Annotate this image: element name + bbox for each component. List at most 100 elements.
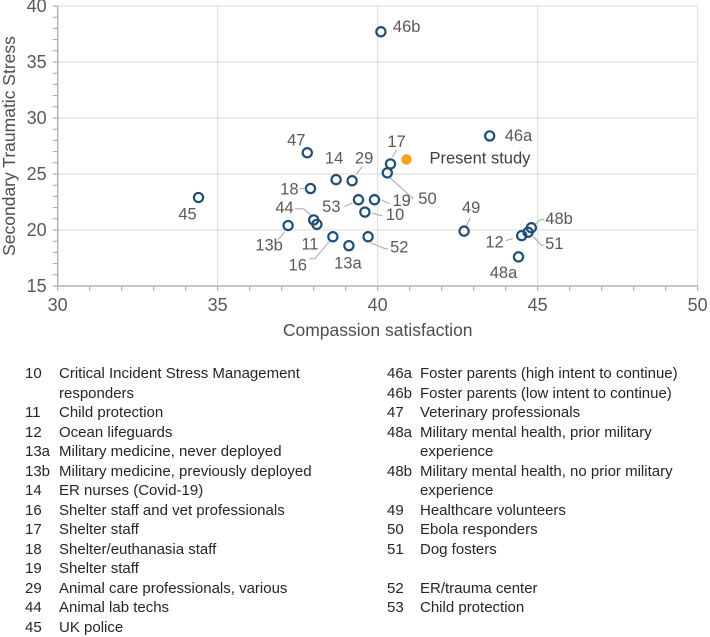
legend-item-label: Ocean lifeguards (59, 423, 345, 443)
point-label-48a: 48a (490, 264, 518, 282)
legend-item-number: 29 (25, 579, 59, 599)
leader-line-49 (466, 218, 470, 226)
legend-item-number: 10 (25, 364, 59, 403)
point-label-46a: 46a (505, 127, 533, 145)
point-label-12: 12 (485, 234, 503, 252)
legend-item-label: Veterinary professionals (420, 403, 710, 423)
leader-line-17 (393, 150, 397, 157)
legend-item-label: Military medicine, never deployed (59, 442, 345, 462)
legend-item-number: 13a (25, 442, 59, 462)
data-point-18 (306, 184, 315, 193)
legend-item-number: 53 (387, 598, 420, 618)
point-label-17: 17 (387, 133, 405, 151)
legend-item-number: 44 (25, 598, 59, 618)
data-point-17 (386, 159, 395, 168)
legend-item-number: 52 (387, 579, 420, 599)
point-label-44: 44 (275, 199, 293, 217)
data-point-48a (514, 252, 523, 261)
y-tick-label-40: 40 (27, 0, 47, 16)
legend-item-number: 50 (387, 520, 420, 540)
legend-item-number: 14 (25, 481, 59, 501)
legend-item-label: Child protection (59, 403, 345, 423)
leader-line-52 (370, 243, 388, 249)
legend-item-label: Animal care professionals, various (59, 579, 345, 599)
legend-item-label: Healthcare volunteers (420, 501, 710, 521)
point-label-29: 29 (355, 150, 373, 168)
x-axis-title: Compassion satisfaction (283, 320, 473, 340)
legend-item-number: 12 (25, 423, 59, 443)
legend-item-number: 47 (387, 403, 420, 423)
legend-item-label: Shelter staff and vet professionals (59, 501, 345, 521)
legend-item-number: 49 (387, 501, 420, 521)
legend-item-number: 13b (25, 462, 59, 482)
data-point-46a (485, 131, 494, 140)
legend-item-label: Foster parents (high intent to continue) (420, 364, 710, 384)
data-point-present-study (401, 154, 411, 164)
point-label-13b: 13b (255, 237, 283, 255)
data-point-14 (332, 175, 341, 184)
x-tick-label-30: 30 (48, 295, 68, 315)
legend-item-label: Shelter staff (59, 520, 345, 540)
point-label-45: 45 (178, 206, 196, 224)
legend-item-number: 46a (387, 364, 420, 384)
leader-line-53 (345, 203, 353, 207)
legend-item-label: Military mental health, no prior militar… (420, 462, 710, 501)
x-tick-label-50: 50 (688, 295, 708, 315)
data-point-13a (344, 241, 353, 250)
legend-item-label: Shelter staff (59, 559, 345, 579)
point-label-50: 50 (418, 190, 436, 208)
data-point-49 (460, 227, 469, 236)
y-tick-label-25: 25 (27, 164, 47, 184)
legend-item-number: 46b (387, 384, 420, 404)
point-label-49: 49 (462, 199, 480, 217)
leader-line-12 (506, 239, 513, 241)
point-label-18: 18 (280, 181, 298, 199)
point-label-46b: 46b (393, 18, 421, 36)
leader-line-48b (534, 220, 544, 225)
x-tick-label-35: 35 (208, 295, 228, 315)
legend-item-number: 51 (387, 540, 420, 560)
leader-line-51 (533, 236, 544, 245)
legend-item-label: Military mental health, prior military e… (420, 423, 710, 462)
data-point-29 (348, 176, 357, 185)
legend-item-label: Child protection (420, 598, 710, 618)
point-label-13a: 13a (334, 255, 362, 273)
point-label-Present study: Present study (430, 149, 532, 167)
point-label-16: 16 (289, 257, 307, 275)
legend-spacer (387, 559, 710, 579)
legend-item-label: Critical Incident Stress Management resp… (59, 364, 345, 403)
legend-item-number: 17 (25, 520, 59, 540)
legend-item-label: Dog fosters (420, 540, 710, 560)
point-label-47: 47 (287, 132, 305, 150)
legend-item-label: Foster parents (low intent to continue) (420, 384, 710, 404)
legend-item-label: ER nurses (Covid-19) (59, 481, 345, 501)
legend-item-number: 48a (387, 423, 420, 462)
data-point-50 (383, 168, 392, 177)
legend-item-number: 48b (387, 462, 420, 501)
point-label-11: 11 (301, 235, 318, 253)
legend-item-label: UK police (59, 618, 345, 637)
legend-item-number: 18 (25, 540, 59, 560)
data-point-53 (354, 195, 363, 204)
